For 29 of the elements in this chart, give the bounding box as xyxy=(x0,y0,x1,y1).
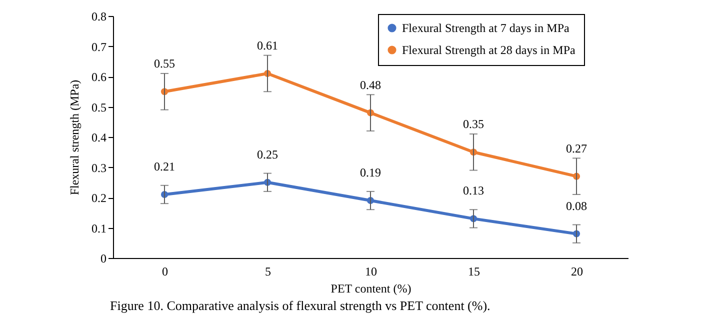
x-tick-label: 5 xyxy=(265,264,271,278)
data-label: 0.08 xyxy=(566,198,587,213)
data-label: 0.19 xyxy=(360,166,381,180)
data-label: 0.61 xyxy=(257,38,278,52)
y-tick-label: 0.7 xyxy=(92,40,106,54)
x-axis-title: PET content (%) xyxy=(330,282,412,296)
y-tick-label: 0.3 xyxy=(92,160,106,175)
legend-label: Flexural Strength at 28 days in MPa xyxy=(402,43,576,57)
caption: Figure 10. Comparative analysis of flexural strength vs PET content (%). xyxy=(110,298,490,314)
y-tick-label: 0.2 xyxy=(92,191,106,205)
x-tick-label: 15 xyxy=(468,264,480,278)
data-label: 0.13 xyxy=(463,184,484,198)
data-label: 0.55 xyxy=(154,56,175,71)
data-label: 0.35 xyxy=(463,117,484,132)
y-tick-label: 0.1 xyxy=(92,221,106,236)
legend-label: Flexural Strength at 7 days in MPa xyxy=(402,21,570,35)
data-label: 0.48 xyxy=(360,78,381,92)
x-tick-label: 0 xyxy=(162,264,168,278)
x-tick-label: 10 xyxy=(365,264,377,278)
y-tick-label: 0.4 xyxy=(92,130,106,144)
y-tick-label: 0.6 xyxy=(92,70,106,84)
y-tick-label: 0.8 xyxy=(92,10,106,24)
data-label: 0.25 xyxy=(257,147,278,162)
y-axis-title: Flexural strength (MPa) xyxy=(68,80,82,196)
y-tick-label: 0.5 xyxy=(92,100,106,114)
data-label: 0.27 xyxy=(566,141,587,156)
y-tick-label: 0 xyxy=(100,252,106,266)
x-tick-label: 20 xyxy=(571,264,583,278)
data-label: 0.21 xyxy=(154,159,175,174)
